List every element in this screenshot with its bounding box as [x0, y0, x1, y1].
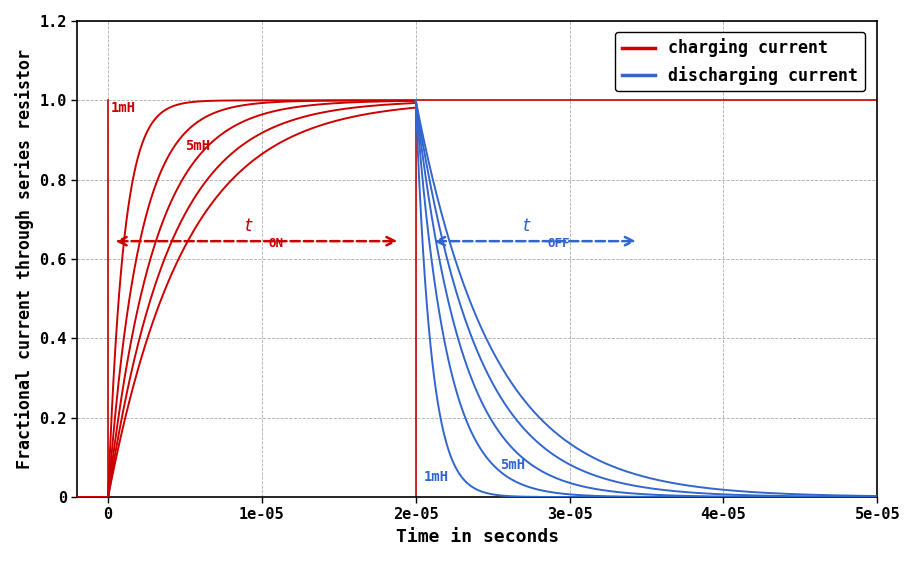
Text: 5mH: 5mH	[185, 139, 210, 153]
Legend: charging current, discharging current: charging current, discharging current	[615, 32, 865, 91]
Text: $t$: $t$	[244, 217, 253, 235]
Text: 1mH: 1mH	[111, 101, 136, 115]
Text: OFF: OFF	[547, 237, 570, 250]
Text: 1mH: 1mH	[424, 470, 448, 484]
Text: ON: ON	[269, 237, 284, 250]
Text: $t$: $t$	[522, 217, 532, 235]
Text: 5mH: 5mH	[501, 458, 525, 472]
Y-axis label: Fractional current through series resistor: Fractional current through series resist…	[15, 49, 34, 469]
X-axis label: Time in seconds: Time in seconds	[395, 528, 559, 546]
